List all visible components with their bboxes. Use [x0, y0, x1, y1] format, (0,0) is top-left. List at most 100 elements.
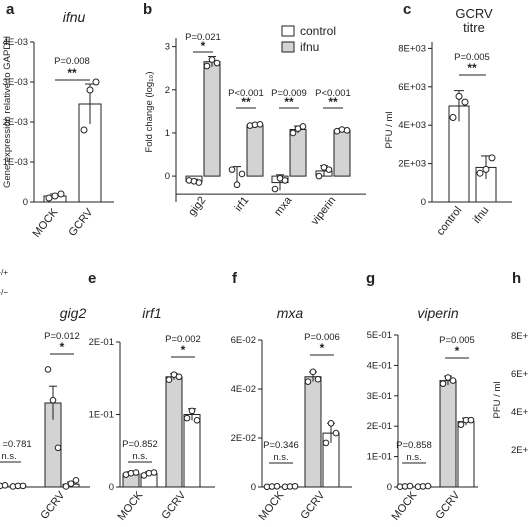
sig-marker-f: *: [320, 341, 325, 355]
sig-marker-b: **: [284, 95, 294, 109]
sig-marker-d: *: [60, 340, 65, 354]
y-axis-label-a: Gene expression relative to GAPDH: [2, 36, 13, 188]
chart-title-a: ifnu: [63, 9, 86, 25]
y-tick-label-a: 0: [23, 197, 28, 208]
sig-marker-c: **: [467, 61, 477, 75]
data-point-b: [238, 170, 246, 178]
data-point-a: [80, 126, 88, 134]
y-tick-label-b: 0: [165, 171, 170, 182]
data-point-b: [195, 179, 203, 186]
y-tick-label-e: 2E-01: [89, 337, 114, 348]
y-tick-label-g: 3E-01: [367, 391, 392, 402]
data-point-b: [315, 172, 323, 180]
y-tick-label-c: 6E+03: [398, 82, 426, 93]
bar-b: [333, 129, 351, 177]
data-point-f: [332, 429, 340, 437]
p-value-b: P=0.021: [185, 32, 221, 43]
bar-e: [183, 414, 201, 488]
category-label-b: mxa: [272, 194, 295, 218]
data-point-b: [233, 181, 241, 189]
data-point-f: [291, 482, 299, 490]
p-value-g: P=0.005: [439, 335, 475, 346]
data-point-b: [208, 56, 216, 63]
data-point-d: [54, 444, 62, 452]
p-value-b: P=0.009: [271, 88, 307, 99]
p-value-c: P=0.005: [454, 52, 490, 63]
p-value-g: P=0.858: [396, 440, 432, 451]
y-tick-label-f: 4E-02: [231, 384, 256, 395]
data-point-b: [343, 127, 351, 134]
legend-label-ko: −/−: [0, 288, 8, 297]
y-tick-label-g: 0: [387, 482, 392, 493]
p-value-f: P=0.006: [304, 332, 340, 343]
sig-marker-e: n.s.: [132, 451, 147, 462]
data-point-d: [72, 476, 80, 484]
sig-marker-b: **: [328, 95, 338, 109]
data-point-b: [289, 129, 297, 137]
panel-letter-f: f: [232, 270, 238, 287]
data-point-e: [183, 414, 191, 422]
category-label-f: GCRV: [298, 489, 327, 522]
data-point-e: [165, 376, 173, 384]
category-label-c: ifnu: [471, 204, 491, 225]
legend-label-ifnu: ifnu: [300, 40, 319, 54]
data-point-g: [449, 377, 457, 384]
category-label-b: gig2: [186, 195, 208, 219]
legend-swatch-ifnu: [281, 41, 295, 53]
y-tick-label-a: 3E-03: [3, 77, 28, 88]
sig-marker-a: **: [67, 66, 77, 80]
data-point-a: [51, 192, 59, 200]
data-point-g: [467, 416, 475, 424]
data-point-b: [281, 177, 289, 184]
data-point-f: [327, 420, 335, 427]
data-point-a: [57, 190, 65, 198]
data-point-a: [86, 86, 94, 94]
y-tick-label-c: 0: [421, 197, 426, 208]
data-point-c: [488, 154, 496, 162]
data-point-d: [62, 483, 70, 490]
p-value-e: P=0.852: [122, 439, 158, 450]
data-point-b: [213, 59, 221, 67]
data-point-b: [271, 185, 279, 193]
y-tick-label-f: 2E-02: [231, 433, 256, 444]
p-value-a: P=0.008: [54, 56, 90, 67]
y-tick-label-a: 2E-03: [3, 117, 28, 128]
data-point-f: [309, 368, 317, 376]
y-tick-label-a: 1E-03: [3, 157, 28, 168]
data-point-d: [19, 482, 27, 490]
category-label-c: control: [435, 204, 465, 237]
legend-label-control: control: [300, 24, 336, 38]
data-point-c: [455, 92, 463, 100]
panel-letter-b: b: [143, 1, 152, 18]
chart-title-d: gig2: [60, 305, 87, 321]
data-point-d: [67, 480, 75, 487]
category-label-b: irf1: [232, 195, 251, 214]
chart-title-c: GCRV titre: [455, 6, 493, 35]
data-point-b: [325, 166, 333, 173]
category-label-e: MOCK: [116, 489, 146, 523]
category-label-d: GCRV: [38, 489, 67, 522]
data-point-c: [482, 165, 490, 173]
panel-letter-a: a: [6, 1, 15, 18]
y-tick-label-h: 2E+: [511, 445, 529, 456]
data-point-g: [406, 482, 414, 490]
data-point-g: [439, 380, 447, 387]
category-label-g: GCRV: [433, 489, 462, 522]
data-point-b: [299, 123, 307, 130]
y-tick-label-e: 1E-01: [89, 410, 114, 421]
y-tick-label-a: 4E-03: [3, 37, 28, 48]
y-tick-label-c: 2E+03: [398, 159, 426, 170]
y-tick-label-h: 8E+: [511, 331, 529, 342]
p-value-f: P=0.346: [263, 440, 299, 451]
sig-marker-b: **: [241, 95, 251, 109]
data-point-g: [457, 421, 465, 428]
y-tick-label-g: 1E-01: [367, 452, 392, 463]
category-label-g: MOCK: [390, 489, 420, 523]
y-tick-label-e: 0: [109, 482, 114, 493]
bar-f: [304, 376, 322, 488]
category-label-a: GCRV: [66, 206, 95, 239]
data-point-d: [49, 396, 57, 404]
bar-b: [246, 124, 264, 177]
y-tick-label-c: 8E+03: [398, 43, 426, 54]
